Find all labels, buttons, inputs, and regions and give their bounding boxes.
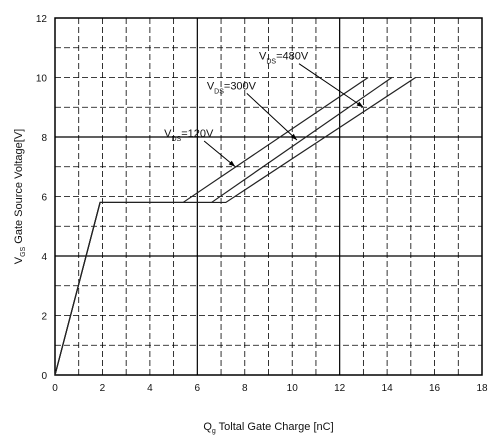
- x-tick-label: 14: [382, 383, 394, 394]
- plot-frame: [54, 17, 483, 376]
- grid: [55, 18, 482, 375]
- x-tick-label: 12: [334, 383, 346, 394]
- y-tick-label: 0: [41, 371, 47, 382]
- x-tick-label: 0: [52, 383, 58, 394]
- x-tick-label: 18: [476, 383, 488, 394]
- x-tick-label: 6: [195, 383, 201, 394]
- annotation-arrowhead: [356, 101, 364, 108]
- y-tick-label: 6: [41, 193, 47, 204]
- series-line: [54, 76, 416, 376]
- annotation-arrow: [298, 63, 364, 108]
- y-tick-label: 2: [41, 312, 47, 323]
- x-axis-label: Qg Toltal Gate Charge [nC]: [203, 421, 333, 435]
- y-axis-label: VGS Gate Source Voltage[V]: [13, 129, 27, 265]
- x-tick-label: 4: [147, 383, 153, 394]
- annotation-label: VDS=120V: [164, 128, 214, 143]
- x-tick-label: 10: [287, 383, 299, 394]
- y-tick-label: 12: [36, 14, 48, 25]
- annotation-arrow: [246, 93, 298, 141]
- x-tick-label: 2: [100, 383, 106, 394]
- y-tick-label: 10: [36, 74, 48, 85]
- annotation-arrowhead: [290, 133, 297, 140]
- tick-labels: 0 2 4 6 8 10 12 14 16 18 0 2 4 6 8 10 12: [36, 14, 488, 394]
- y-tick-label: 8: [41, 133, 47, 144]
- series-lines: [54, 76, 416, 376]
- x-tick-label: 8: [242, 383, 248, 394]
- annotation-arrowhead: [228, 160, 236, 167]
- x-tick-label: 16: [429, 383, 441, 394]
- annotation-label: VDS=300V: [207, 80, 257, 95]
- annotation-arrow: [203, 140, 236, 168]
- annotation-label: VDS=480V: [259, 51, 309, 66]
- axis-labels: Qg Toltal Gate Charge [nC] VGS Gate Sourc…: [13, 129, 334, 435]
- y-tick-label: 4: [41, 252, 47, 263]
